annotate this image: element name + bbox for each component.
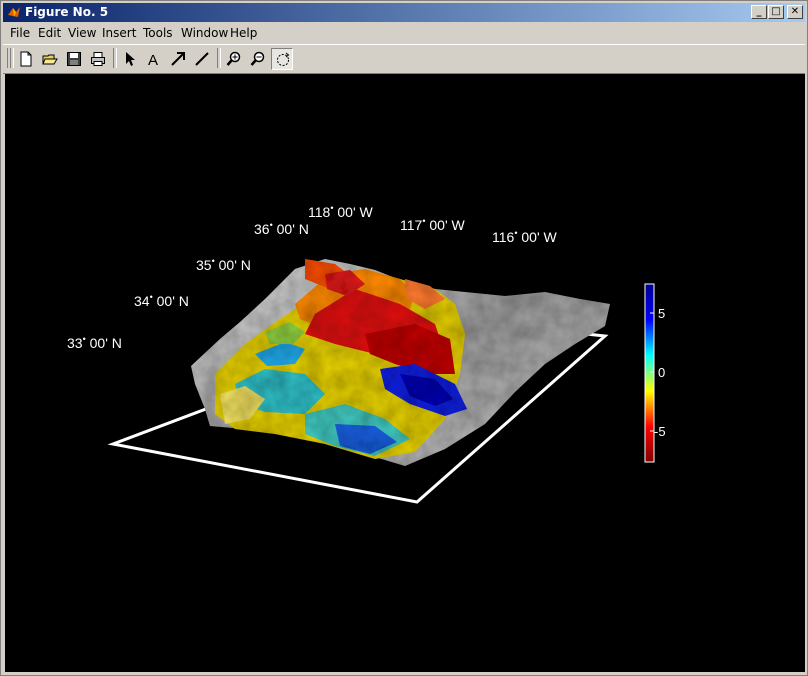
rotate-icon	[277, 52, 290, 66]
lon-label-116: 116• 00' W	[492, 228, 558, 245]
new-figure-button[interactable]	[15, 48, 37, 70]
toolbar-separator	[113, 48, 117, 68]
colorbar[interactable]	[644, 283, 655, 463]
toolbar-grip-2[interactable]	[10, 48, 14, 68]
open-folder-icon	[42, 54, 58, 65]
lat-label-34: 34• 00' N	[134, 292, 189, 309]
matlab-logo-icon	[8, 7, 20, 17]
toolbar-separator-2	[217, 48, 221, 68]
insert-arrow-button[interactable]	[167, 48, 189, 70]
colorbar-label-0: 0	[658, 365, 665, 380]
printer-icon	[91, 52, 105, 66]
close-button[interactable]: ✕	[787, 5, 803, 19]
insert-line-button[interactable]	[191, 48, 213, 70]
lat-label-36: 36• 00' N	[254, 220, 309, 237]
surface-plot[interactable]: 33• 00' N 34• 00' N 35• 00' N 36• 00' N …	[5, 74, 805, 672]
edit-plot-button[interactable]	[119, 48, 141, 70]
lon-label-118: 118• 00' W	[308, 203, 374, 220]
text-a-icon: A	[148, 52, 158, 67]
menu-insert[interactable]: Insert	[102, 26, 137, 40]
insert-text-button[interactable]: A	[143, 48, 165, 70]
open-file-button[interactable]	[39, 48, 61, 70]
svg-text:A: A	[148, 52, 158, 67]
menu-file[interactable]: File	[10, 26, 31, 40]
figure-canvas[interactable]: 33• 00' N 34• 00' N 35• 00' N 36• 00' N …	[5, 74, 805, 672]
line-icon	[195, 52, 209, 66]
menu-tools[interactable]: Tools	[143, 26, 173, 40]
menu-view[interactable]: View	[68, 26, 97, 40]
save-disk-icon	[67, 52, 81, 66]
zoom-in-icon	[226, 51, 241, 66]
menu-edit[interactable]: Edit	[38, 26, 62, 40]
figure-toolbar: A	[3, 44, 805, 74]
rotate-3d-button[interactable]	[271, 48, 293, 70]
arrow-cursor-icon	[126, 52, 135, 66]
lat-label-33: 33• 00' N	[67, 334, 122, 351]
lon-label-117: 117• 00' W	[400, 216, 466, 233]
minimize-button[interactable]: _	[751, 5, 767, 19]
menu-window[interactable]: Window	[181, 26, 229, 40]
colorbar-label-neg5: -5	[654, 424, 666, 439]
colorbar-label-5: 5	[658, 306, 665, 321]
lat-label-35: 35• 00' N	[196, 256, 251, 273]
menu-help[interactable]: Help	[230, 26, 258, 40]
print-button[interactable]	[87, 48, 109, 70]
zoom-out-button[interactable]	[247, 48, 269, 70]
zoom-in-button[interactable]	[223, 48, 245, 70]
arrow-icon	[171, 52, 185, 66]
window-title: Figure No. 5	[25, 5, 109, 19]
maximize-button[interactable]: □	[768, 5, 784, 19]
new-file-icon	[20, 51, 32, 67]
save-button[interactable]	[63, 48, 85, 70]
title-bar[interactable]: Figure No. 5 _ □ ✕	[3, 3, 805, 22]
menu-bar: File Edit View Insert Tools Window Help	[3, 23, 805, 43]
zoom-out-icon	[250, 51, 265, 66]
data-drape	[215, 259, 467, 459]
